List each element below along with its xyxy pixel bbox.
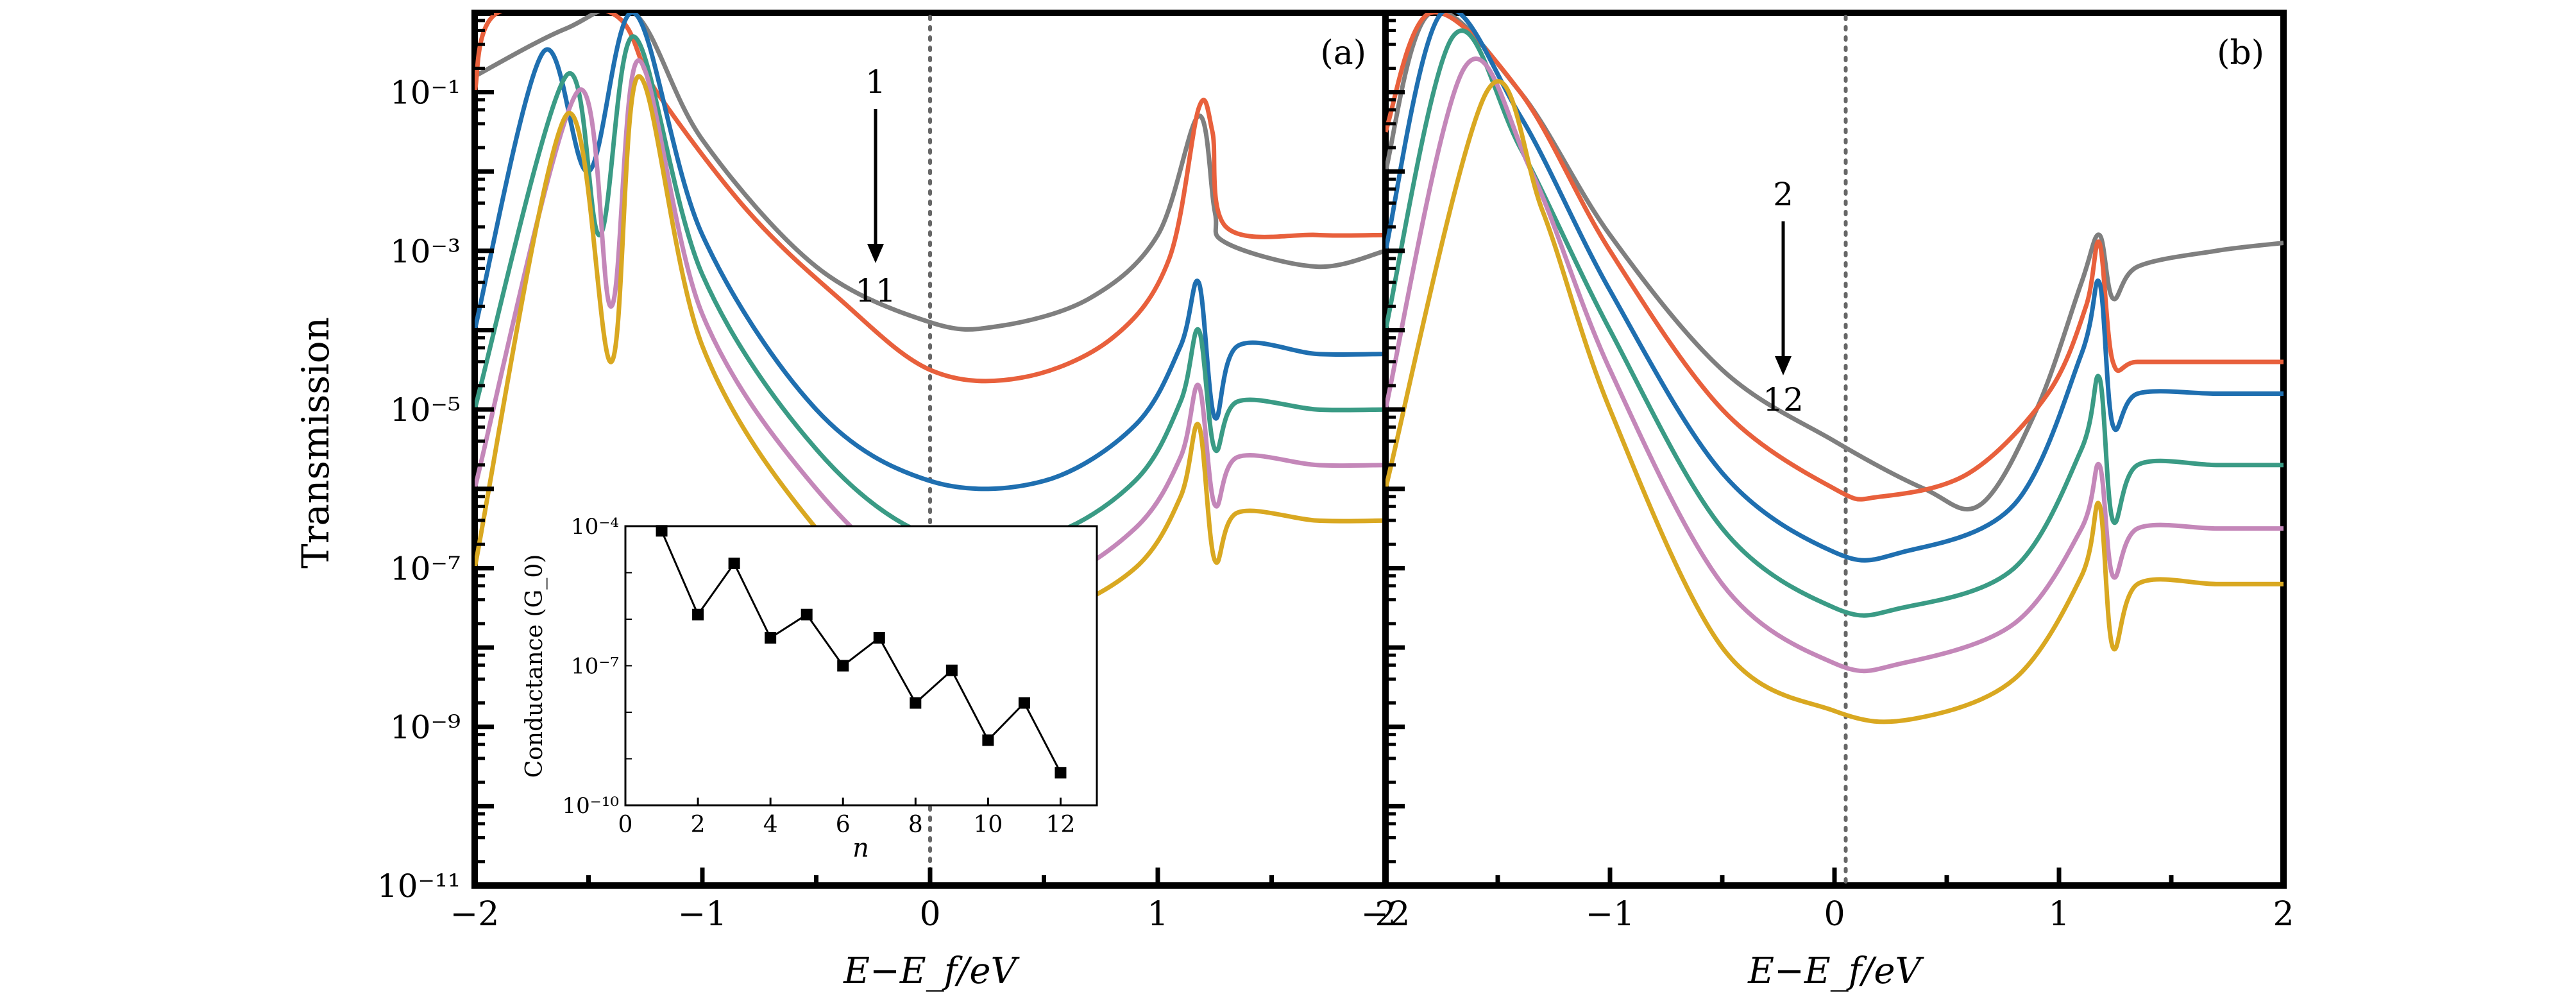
inset-marker-n12 (1055, 767, 1067, 779)
panel-a-y-tick-label: 10⁻⁷ (390, 550, 461, 587)
inset-marker-n9 (945, 664, 958, 676)
panel-a-arrow-start-label: 1 (865, 64, 886, 101)
panel-a-label: (a) (1320, 34, 1366, 73)
panel-a-series-n-3 (475, 13, 1385, 384)
inset-x-tick-label: 12 (1046, 812, 1076, 838)
panel-a-x-tick-label: 2 (1375, 895, 1396, 934)
inset-x-tick-label: 0 (618, 812, 633, 838)
inset-frame (624, 525, 1098, 807)
panel-a-series-n-7 (475, 34, 1385, 548)
inset-marker-n5 (801, 608, 813, 620)
panel-a-x-tick-label: 1 (1147, 895, 1168, 934)
panel-b-series-n-8 (1385, 28, 2284, 618)
inset-marker-n1 (656, 525, 668, 537)
panel-a-y-tick-label: 10⁻¹ (390, 74, 461, 112)
inset-marker-n7 (873, 632, 885, 644)
inset-line (661, 530, 1062, 773)
panel-a-x-tick-label: 0 (919, 895, 940, 934)
panel-a-y-tick-label: 10⁻⁹ (390, 709, 461, 746)
panel-a-y-tick-label: 10⁻³ (390, 233, 461, 270)
inset-y-tick-label: 10⁻¹⁰ (563, 793, 619, 819)
inset-marker-n11 (1018, 697, 1030, 709)
panel-b-x-tick-label: 0 (1824, 895, 1845, 934)
panel-b-series (1385, 13, 2284, 724)
panel-b-arrow (1775, 221, 1792, 375)
panel-b-x-tick-label: −1 (1586, 895, 1635, 934)
inset-x-label: n (852, 834, 869, 863)
inset-marker-n8 (910, 697, 922, 709)
panel-a: −2 −1 0 1 210⁻¹10⁻³10⁻⁵10⁻⁷10⁻⁹10⁻¹¹ (a) 1 1… (377, 10, 1396, 992)
panel-a-series (475, 13, 1385, 633)
inset-conductance: 0 2 4 6 8 10 12 10⁻⁴ 10⁻⁷ 10⁻¹⁰ n Conductance (G_… (521, 514, 1098, 863)
panel-b-arrow-start-label: 2 (1773, 176, 1793, 213)
panel-b-series-n-4 (1385, 13, 2284, 502)
panel-a-arrow-end-label: 11 (855, 272, 896, 309)
inset-x-tick-label: 6 (836, 812, 851, 838)
panel-a-x-tick-label: −2 (450, 895, 500, 934)
inset-x-tick-label: 4 (763, 812, 778, 838)
panel-b-x-tick-label: −2 (1361, 895, 1411, 934)
inset-y-tick-label: 10⁻⁷ (571, 654, 619, 680)
panel-a-x-label: E−E_f/eV (843, 950, 1020, 992)
inset-y-label: Conductance (G_0) (521, 554, 548, 778)
inset-marker-n3 (728, 558, 740, 569)
inset-x-tick-label: 8 (908, 812, 923, 838)
panel-b-series-n-2 (1385, 13, 2284, 512)
inset-marker-n2 (692, 608, 704, 620)
panel-a-y-tick-label: 10⁻¹¹ (377, 868, 461, 905)
panel-a-series-n-1 (475, 13, 1385, 332)
inset-marker-n10 (982, 734, 994, 746)
panel-b: −2 −1 0 1 2 (b) 2 12 E−E_f/eV (1361, 10, 2294, 992)
inset-marker-n6 (837, 660, 849, 672)
inset-x-tick-label: 10 (973, 812, 1003, 838)
inset-y-tick-label: 10⁻⁴ (571, 514, 619, 540)
panel-b-series-n-10 (1385, 56, 2284, 674)
panel-b-x-tick-label: 2 (2273, 895, 2294, 934)
inset-marker-n4 (765, 632, 777, 644)
y-axis-label: Transmission (294, 317, 337, 569)
panel-a-arrow (867, 109, 884, 263)
panel-b-series-n-12 (1385, 79, 2284, 724)
inset-x-tick-label: 2 (691, 812, 706, 838)
panel-a-y-tick-label: 10⁻⁵ (390, 391, 461, 429)
panel-b-label: (b) (2217, 34, 2264, 73)
panel-b-arrow-end-label: 12 (1763, 381, 1804, 418)
panel-b-x-label: E−E_f/eV (1747, 950, 1924, 992)
panel-a-x-tick-label: −1 (678, 895, 727, 934)
panel-b-x-tick-label: 1 (2048, 895, 2069, 934)
